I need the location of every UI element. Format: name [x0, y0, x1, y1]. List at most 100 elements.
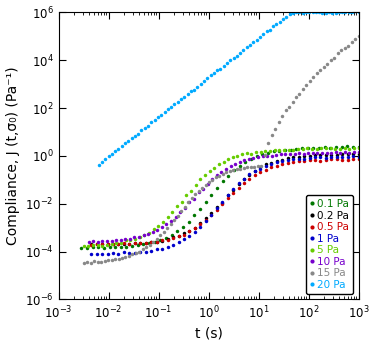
20 Pa	[274, 22, 279, 26]
0.5 Pa	[231, 191, 236, 195]
0.5 Pa	[220, 202, 225, 206]
0.5 Pa	[133, 241, 137, 245]
0.5 Pa	[296, 159, 301, 163]
20 Pa	[264, 29, 269, 34]
0.1 Pa	[351, 145, 355, 149]
10 Pa	[137, 235, 141, 239]
5 Pa	[81, 244, 86, 248]
0.1 Pa	[192, 213, 197, 217]
1 Pa	[149, 248, 153, 253]
0.1 Pa	[283, 148, 287, 152]
1 Pa	[154, 247, 159, 252]
0.2 Pa	[144, 241, 148, 245]
1 Pa	[176, 240, 181, 244]
0.2 Pa	[94, 242, 99, 246]
0.1 Pa	[260, 152, 265, 156]
1 Pa	[89, 252, 93, 256]
10 Pa	[87, 240, 91, 244]
0.1 Pa	[345, 144, 350, 148]
0.1 Pa	[305, 146, 310, 150]
1 Pa	[302, 157, 306, 161]
1 Pa	[318, 155, 322, 160]
0.1 Pa	[220, 179, 225, 183]
0.2 Pa	[269, 161, 274, 165]
0.1 Pa	[90, 245, 95, 249]
1 Pa	[356, 155, 361, 159]
1 Pa	[236, 181, 241, 185]
1 Pa	[231, 187, 236, 191]
1 Pa	[94, 252, 99, 256]
1 Pa	[258, 166, 262, 171]
0.5 Pa	[144, 242, 148, 246]
0.5 Pa	[225, 195, 230, 200]
0.2 Pa	[329, 153, 334, 157]
0.2 Pa	[313, 153, 317, 157]
0.2 Pa	[111, 242, 115, 246]
1 Pa	[122, 251, 126, 255]
0.5 Pa	[182, 233, 186, 237]
0.2 Pa	[307, 154, 312, 158]
0.5 Pa	[111, 242, 115, 246]
0.1 Pa	[300, 146, 304, 150]
1 Pa	[253, 169, 257, 173]
Line: 20 Pa: 20 Pa	[97, 9, 360, 166]
1 Pa	[187, 234, 192, 238]
0.1 Pa	[311, 146, 316, 150]
1 Pa	[111, 251, 115, 255]
1 Pa	[340, 155, 345, 159]
0.1 Pa	[272, 149, 276, 153]
0.2 Pa	[242, 177, 246, 181]
15 Pa	[269, 133, 274, 137]
0.2 Pa	[274, 159, 279, 163]
0.2 Pa	[296, 155, 301, 159]
0.2 Pa	[231, 188, 236, 192]
1 Pa	[100, 252, 104, 256]
10 Pa	[260, 154, 265, 158]
0.2 Pa	[302, 154, 306, 158]
0.2 Pa	[165, 237, 170, 241]
1 Pa	[247, 172, 252, 176]
15 Pa	[249, 165, 253, 169]
0.5 Pa	[236, 185, 241, 190]
1 Pa	[307, 156, 312, 160]
0.2 Pa	[100, 242, 104, 246]
0.2 Pa	[225, 193, 230, 198]
Line: 0.1 Pa: 0.1 Pa	[80, 145, 360, 249]
0.2 Pa	[154, 240, 159, 244]
10 Pa	[183, 206, 187, 210]
10 Pa	[333, 150, 338, 154]
0.1 Pa	[198, 207, 202, 211]
0.2 Pa	[204, 216, 208, 220]
0.1 Pa	[170, 233, 174, 237]
0.1 Pa	[181, 225, 185, 229]
Legend: 0.1 Pa, 0.2 Pa, 0.5 Pa, 1 Pa, 5 Pa, 10 Pa, 15 Pa, 20 Pa: 0.1 Pa, 0.2 Pa, 0.5 Pa, 1 Pa, 5 Pa, 10 P…	[306, 195, 353, 294]
0.1 Pa	[102, 245, 106, 249]
0.5 Pa	[94, 242, 99, 246]
0.2 Pa	[149, 240, 153, 244]
1 Pa	[171, 243, 176, 247]
0.1 Pa	[158, 238, 163, 243]
0.1 Pa	[204, 200, 208, 204]
0.5 Pa	[340, 157, 345, 162]
Line: 1 Pa: 1 Pa	[90, 155, 360, 256]
0.5 Pa	[171, 236, 176, 240]
0.2 Pa	[291, 155, 296, 160]
1 Pa	[105, 252, 110, 256]
20 Pa	[353, 9, 358, 13]
0.1 Pa	[255, 154, 259, 158]
0.5 Pa	[127, 242, 132, 246]
15 Pa	[259, 164, 264, 168]
0.2 Pa	[182, 231, 186, 235]
0.2 Pa	[220, 201, 225, 205]
1 Pa	[193, 230, 197, 234]
20 Pa	[251, 40, 256, 45]
1 Pa	[214, 206, 219, 210]
1 Pa	[182, 237, 186, 241]
0.5 Pa	[291, 160, 296, 164]
1 Pa	[133, 251, 137, 255]
0.1 Pa	[317, 146, 321, 150]
0.1 Pa	[266, 151, 270, 155]
1 Pa	[165, 245, 170, 249]
0.2 Pa	[334, 153, 339, 157]
0.1 Pa	[186, 220, 191, 224]
